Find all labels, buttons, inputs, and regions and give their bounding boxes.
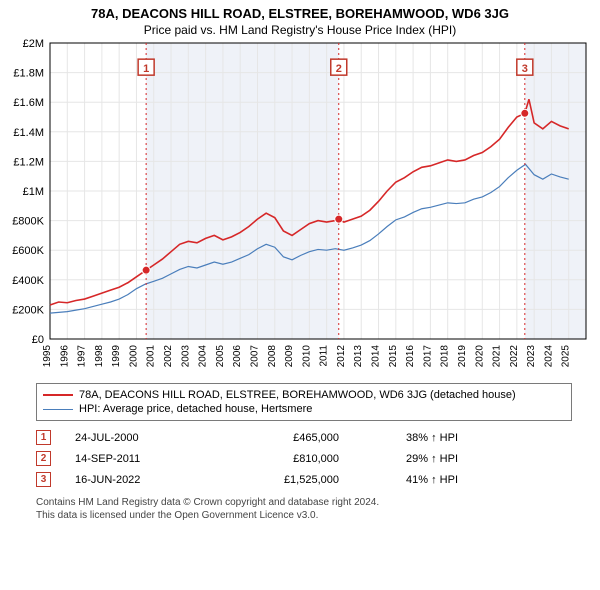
y-tick-label: £1.6M xyxy=(13,97,44,109)
x-tick-label: 1995 xyxy=(42,345,53,368)
event-date: 14-SEP-2011 xyxy=(75,453,205,465)
x-tick-label: 2008 xyxy=(267,345,278,368)
event-marker-box: 1 xyxy=(36,430,51,445)
legend-swatch xyxy=(43,409,73,410)
x-tick-label: 2012 xyxy=(336,345,347,368)
y-tick-label: £2M xyxy=(23,38,44,50)
x-tick-label: 2002 xyxy=(163,345,174,368)
x-tick-label: 2018 xyxy=(440,345,451,368)
x-tick-label: 2025 xyxy=(561,345,572,368)
x-tick-label: 2004 xyxy=(198,345,209,368)
event-label-box: 2 xyxy=(331,59,347,75)
x-tick-label: 2016 xyxy=(405,345,416,368)
event-label-box: 3 xyxy=(517,59,533,75)
event-pct-vs-hpi: 29% ↑ HPI xyxy=(363,453,458,465)
y-tick-label: £800K xyxy=(12,216,44,228)
events-table: 1 24-JUL-2000 £465,000 38% ↑ HPI 2 14-SEP-201… xyxy=(36,427,572,490)
legend-swatch xyxy=(43,394,73,396)
price-chart: £0 £200K £400K £600K £800K £1M £1.2M £1.4M £1.6M… xyxy=(0,37,600,377)
x-tick-label: 2005 xyxy=(215,345,226,368)
footer-line: Contains HM Land Registry data © Crown c… xyxy=(36,496,572,509)
event-row: 3 16-JUN-2022 £1,525,000 41% ↑ HPI xyxy=(36,469,572,490)
x-tick-label: 2021 xyxy=(492,345,503,368)
event-price: £1,525,000 xyxy=(229,474,339,486)
legend: 78A, DEACONS HILL ROAD, ELSTREE, BOREHAM… xyxy=(36,383,572,421)
x-tick-label: 2022 xyxy=(509,345,520,368)
legend-label: HPI: Average price, detached house, Hert… xyxy=(79,403,312,415)
y-tick-label: £1.4M xyxy=(13,127,44,139)
x-tick-label: 2020 xyxy=(474,345,485,368)
event-point xyxy=(335,215,343,223)
x-tick-label: 2019 xyxy=(457,345,468,368)
x-tick-label: 2007 xyxy=(249,345,260,368)
legend-label: 78A, DEACONS HILL ROAD, ELSTREE, BOREHAM… xyxy=(79,389,516,401)
x-tick-label: 2024 xyxy=(543,345,554,368)
event-row: 2 14-SEP-2011 £810,000 29% ↑ HPI xyxy=(36,448,572,469)
y-tick-label: £400K xyxy=(12,275,44,287)
event-pct-vs-hpi: 41% ↑ HPI xyxy=(363,474,458,486)
y-tick-label: £1.2M xyxy=(13,156,44,168)
event-marker-box: 2 xyxy=(36,451,51,466)
x-tick-label: 1996 xyxy=(59,345,70,368)
x-tick-label: 1999 xyxy=(111,345,122,368)
svg-text:3: 3 xyxy=(522,63,528,75)
x-tick-label: 2001 xyxy=(146,345,157,368)
x-tick-label: 2023 xyxy=(526,345,537,368)
y-tick-label: £200K xyxy=(12,304,44,316)
event-label-box: 1 xyxy=(138,59,154,75)
legend-item-property: 78A, DEACONS HILL ROAD, ELSTREE, BOREHAM… xyxy=(43,388,565,402)
legend-item-hpi: HPI: Average price, detached house, Hert… xyxy=(43,402,565,416)
svg-text:1: 1 xyxy=(143,63,149,75)
x-tick-label: 2017 xyxy=(422,345,433,368)
event-pct-vs-hpi: 38% ↑ HPI xyxy=(363,432,458,444)
event-point xyxy=(521,109,529,117)
x-tick-label: 2014 xyxy=(371,345,382,368)
event-row: 1 24-JUL-2000 £465,000 38% ↑ HPI xyxy=(36,427,572,448)
y-tick-label: £0 xyxy=(32,334,44,346)
y-tick-label: £1.8M xyxy=(13,68,44,80)
x-tick-label: 2010 xyxy=(301,345,312,368)
x-tick-label: 2003 xyxy=(180,345,191,368)
svg-text:2: 2 xyxy=(336,63,342,75)
y-tick-label: £1M xyxy=(23,186,44,198)
x-tick-label: 1997 xyxy=(77,345,88,368)
event-point xyxy=(142,266,150,274)
x-tick-label: 2011 xyxy=(319,345,330,367)
footer-line: This data is licensed under the Open Gov… xyxy=(36,509,572,522)
event-price: £465,000 xyxy=(229,432,339,444)
x-tick-label: 2000 xyxy=(128,345,139,368)
x-tick-label: 2015 xyxy=(388,345,399,368)
event-price: £810,000 xyxy=(229,453,339,465)
event-date: 24-JUL-2000 xyxy=(75,432,205,444)
chart-title: 78A, DEACONS HILL ROAD, ELSTREE, BOREHAM… xyxy=(0,0,600,21)
chart-subtitle: Price paid vs. HM Land Registry's House … xyxy=(0,21,600,37)
y-tick-label: £600K xyxy=(12,245,44,257)
x-tick-label: 2009 xyxy=(284,345,295,368)
event-date: 16-JUN-2022 xyxy=(75,474,205,486)
x-tick-label: 2006 xyxy=(232,345,243,368)
event-marker-box: 3 xyxy=(36,472,51,487)
x-tick-label: 1998 xyxy=(94,345,105,368)
footer: Contains HM Land Registry data © Crown c… xyxy=(36,496,572,522)
x-tick-label: 2013 xyxy=(353,345,364,368)
